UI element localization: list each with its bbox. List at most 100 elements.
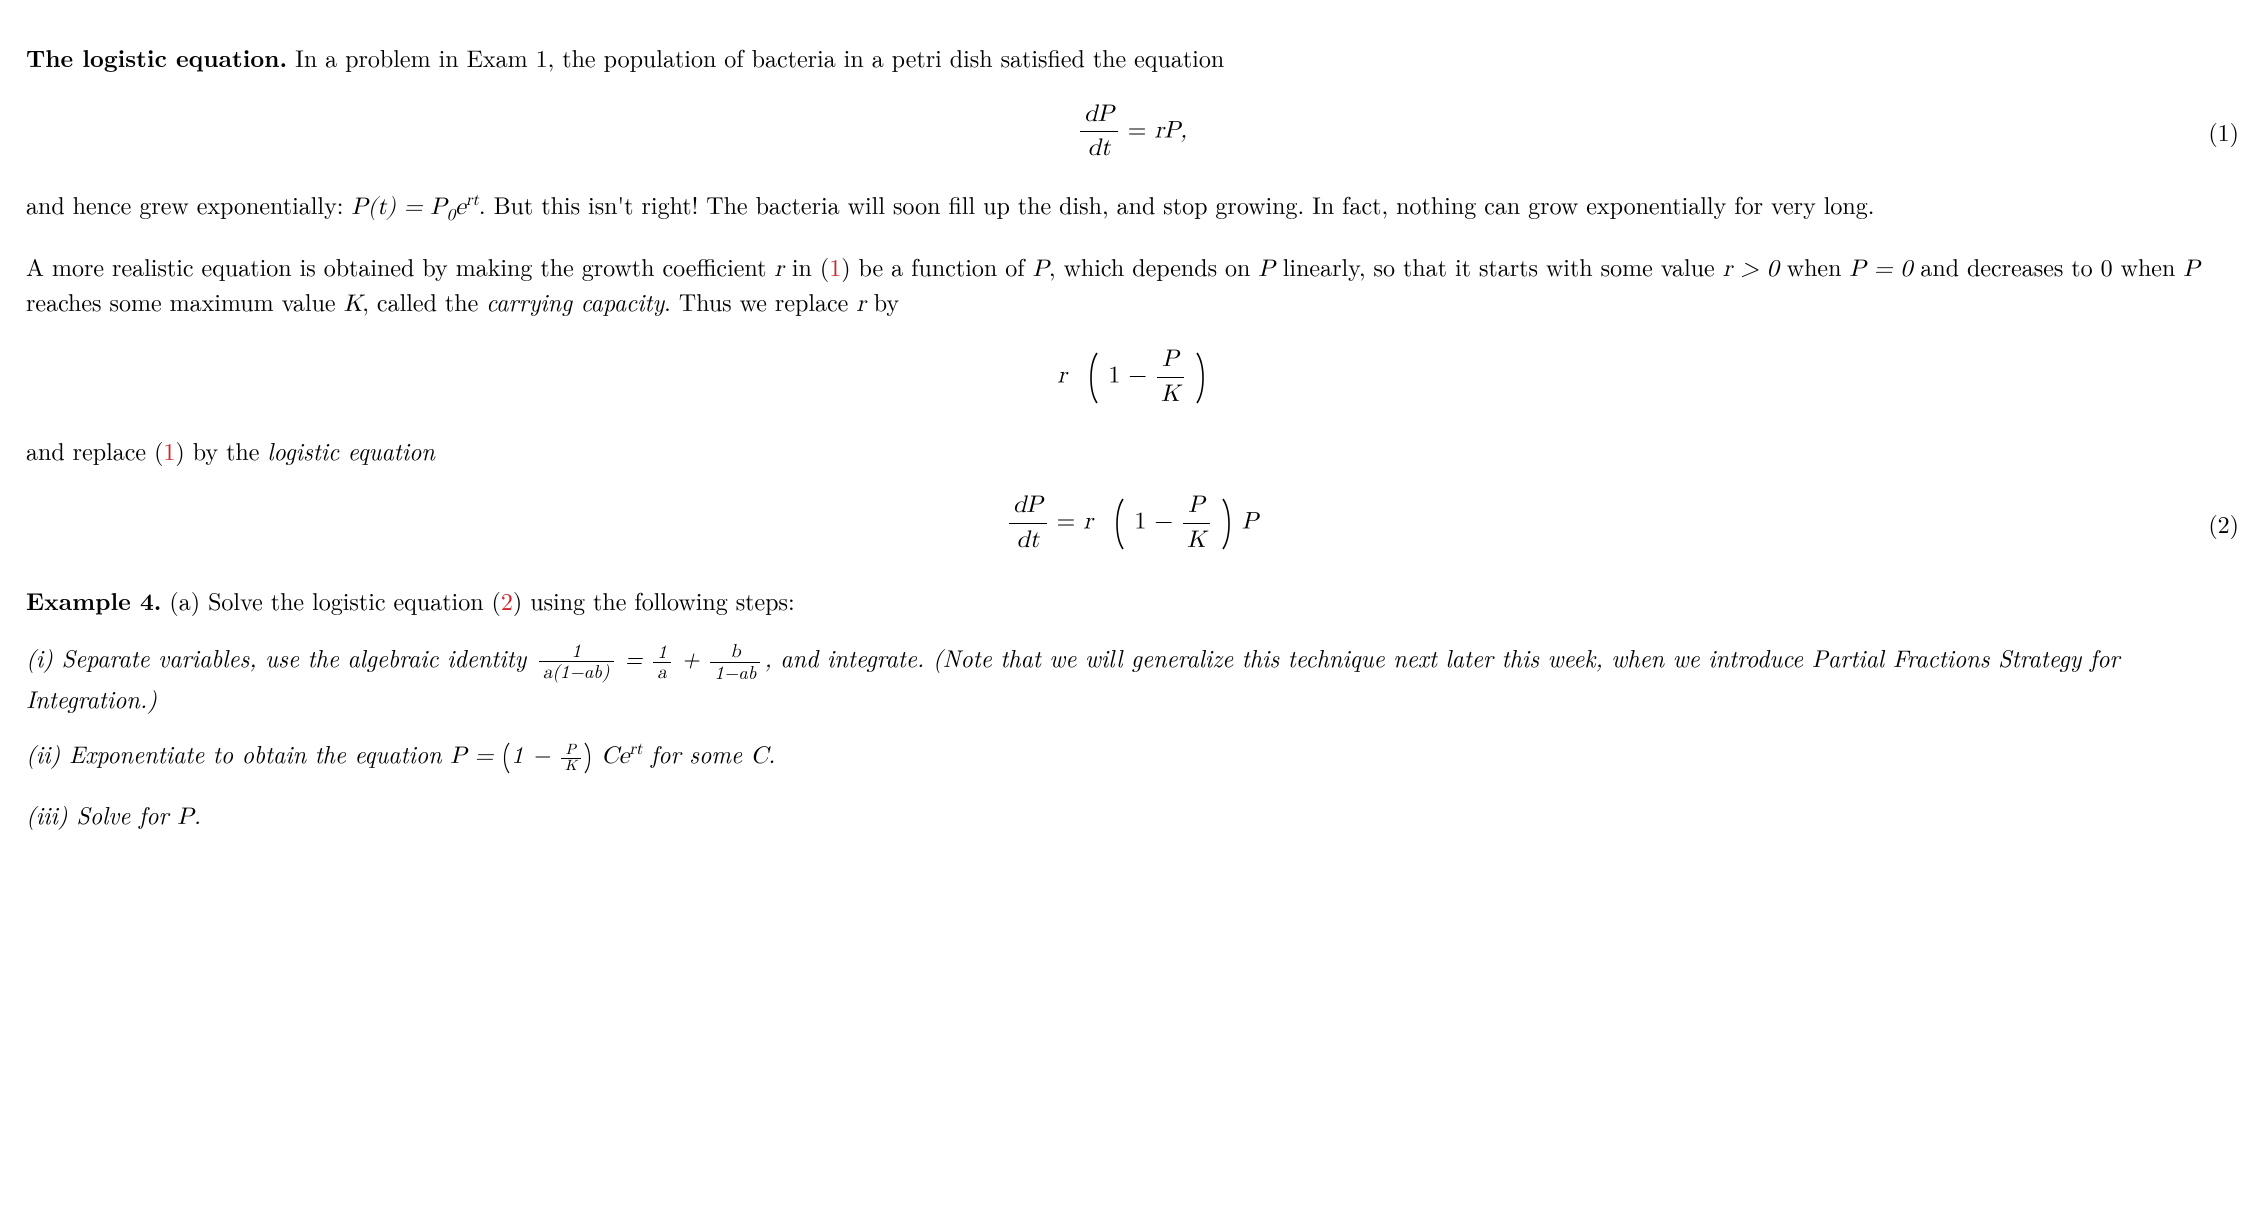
text: and decreases to bbox=[1912, 249, 2100, 283]
paragraph-replace: and replace (1) by the logistic equation bbox=[26, 435, 2239, 467]
superscript: rt bbox=[466, 192, 479, 209]
math-inline: 1 bbox=[1134, 502, 1146, 536]
text: (a) Solve the logistic equation ( bbox=[161, 583, 500, 617]
step-label: (iii) bbox=[26, 797, 68, 831]
text: Solve for bbox=[68, 797, 178, 831]
equation-1-body: dP dt = rP, bbox=[26, 99, 2239, 165]
P-over-K-fraction-small: P K bbox=[561, 743, 581, 774]
math-inline: e bbox=[455, 195, 466, 219]
math-inline: 1 bbox=[511, 736, 523, 770]
math-inline: 1 bbox=[1108, 356, 1120, 390]
display-r-factor-body: r 1 − P K bbox=[26, 344, 2239, 410]
math-inline: P = 0 bbox=[1849, 257, 1912, 281]
text: , bbox=[764, 640, 771, 674]
text: and replace ( bbox=[26, 433, 163, 467]
minus: − bbox=[1146, 502, 1181, 536]
math-inline: K bbox=[344, 292, 363, 316]
text: ) be a function of bbox=[841, 249, 1032, 283]
intro-text: In a problem in Exam 1, the population o… bbox=[287, 40, 1224, 74]
text: . bbox=[768, 736, 775, 770]
text: . Thus we replace bbox=[664, 284, 856, 318]
fraction-numerator: dP bbox=[1080, 99, 1118, 132]
document-page: The logistic equation. In a problem in E… bbox=[0, 0, 2265, 888]
text: reaches some maximum value bbox=[26, 284, 344, 318]
text: , which depends on bbox=[1049, 249, 1258, 283]
equals: = bbox=[624, 640, 651, 674]
right-paren-icon bbox=[1194, 351, 1208, 405]
P-over-K-fraction: P K bbox=[1157, 344, 1184, 410]
example-4: Example 4. (a) Solve the logistic equati… bbox=[26, 585, 2239, 618]
fraction-numerator: dP bbox=[1009, 490, 1047, 523]
left-paren-icon bbox=[501, 741, 511, 775]
text: ) using the following steps: bbox=[513, 583, 795, 617]
math-inline: (1−ab) bbox=[552, 658, 609, 684]
fraction-denominator: K bbox=[1183, 523, 1210, 557]
math-inline: C bbox=[751, 744, 768, 768]
step-iii: (iii) Solve for P. bbox=[26, 799, 2239, 834]
subscript: 0 bbox=[447, 207, 455, 224]
math-inline: P bbox=[2183, 257, 2199, 281]
math-inline: P bbox=[177, 805, 193, 829]
fraction-denominator: K bbox=[561, 758, 581, 774]
dP-dt-fraction: dP dt bbox=[1080, 99, 1118, 165]
step-label: (ii) bbox=[26, 736, 60, 770]
math-inline: Ce bbox=[601, 744, 629, 768]
minus: − bbox=[1120, 356, 1155, 390]
term-carrying-capacity: carrying capacity bbox=[486, 284, 664, 318]
equals: = bbox=[1057, 502, 1084, 536]
fraction-denominator: 1−ab bbox=[710, 662, 760, 683]
math-inline: P = bbox=[450, 744, 501, 768]
math-inline: r bbox=[774, 257, 783, 281]
math-inline: 0 bbox=[2101, 249, 2113, 283]
text: Separate variables, use the algebraic id… bbox=[53, 640, 535, 674]
minus: − bbox=[523, 736, 559, 770]
fraction-numerator: P bbox=[1183, 490, 1210, 523]
math-inline: P(t) = P bbox=[351, 195, 446, 219]
equation-ref[interactable]: 1 bbox=[163, 433, 175, 467]
plus: + bbox=[681, 640, 708, 674]
text: . bbox=[194, 797, 201, 831]
math-inline: r bbox=[1057, 364, 1066, 388]
text: , called the bbox=[362, 284, 486, 318]
term-logistic-equation: logistic equation bbox=[267, 433, 434, 467]
fraction-denominator: a bbox=[653, 662, 671, 683]
equation-number-2: (2) bbox=[2208, 508, 2239, 540]
identity-r2-fraction: b 1−ab bbox=[710, 642, 760, 682]
text: when bbox=[1779, 249, 1850, 283]
text: ) by the bbox=[175, 433, 267, 467]
fraction-denominator: dt bbox=[1009, 523, 1047, 557]
fraction-numerator: P bbox=[1157, 344, 1184, 377]
fraction-numerator: 1 bbox=[653, 642, 671, 662]
equation-2: dP dt = r 1 − P K P (2) bbox=[26, 490, 2239, 556]
equation-ref[interactable]: 1 bbox=[829, 249, 841, 283]
math-inline: P bbox=[1242, 510, 1258, 534]
identity-r1-fraction: 1 a bbox=[653, 642, 671, 682]
text: and hence grew exponentially: bbox=[26, 187, 351, 221]
text: linearly, so that it starts with some va… bbox=[1275, 249, 1723, 283]
fraction-denominator: dt bbox=[1080, 131, 1118, 165]
equation-ref[interactable]: 2 bbox=[501, 583, 513, 617]
math-inline: a bbox=[543, 663, 552, 682]
right-paren-icon bbox=[583, 741, 593, 775]
identity-inline-math: 1 a(1−ab) = 1 a + b 1−ab bbox=[537, 641, 763, 682]
text: when bbox=[2113, 249, 2184, 283]
example-label: Example 4. bbox=[26, 584, 161, 618]
equation-number-1: (1) bbox=[2208, 116, 2239, 148]
text: . But this isn't right! The bacteria wil… bbox=[479, 187, 1875, 221]
right-paren-icon bbox=[1220, 497, 1234, 551]
equation-1: dP dt = rP, (1) bbox=[26, 99, 2239, 165]
left-paren-icon bbox=[1086, 351, 1100, 405]
math-inline: P bbox=[1033, 257, 1049, 281]
fraction-numerator: P bbox=[561, 743, 581, 758]
equation-2-body: dP dt = r 1 − P K P bbox=[26, 490, 2239, 556]
math-inline: r bbox=[1083, 510, 1092, 534]
math-inline: r > 0 bbox=[1723, 257, 1779, 281]
step-i: (i) Separate variables, use the algebrai… bbox=[26, 641, 2239, 714]
text: by bbox=[866, 284, 899, 318]
paragraph-realistic: A more realistic equation is obtained by… bbox=[26, 251, 2239, 320]
paragraph-exponential: and hence grew exponentially: P(t) = P0e… bbox=[26, 189, 2239, 227]
rhs-rP: rP, bbox=[1154, 118, 1186, 142]
display-r-factor: r 1 − P K bbox=[26, 344, 2239, 410]
step-ii: (ii) Exponentiate to obtain the equation… bbox=[26, 738, 2239, 775]
math-inline: P bbox=[1258, 257, 1274, 281]
